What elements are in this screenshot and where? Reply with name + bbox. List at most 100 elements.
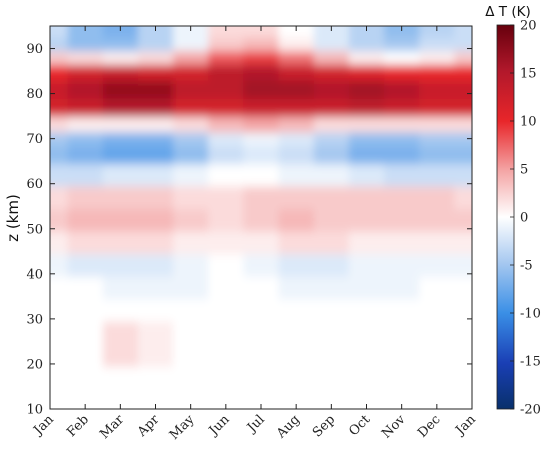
heat-cell [50,116,69,133]
heat-cell [278,231,315,255]
heat-cell [313,64,350,81]
heat-cell [50,276,69,300]
colorbar-title: Δ T (K) [485,4,530,20]
heat-cell [137,186,174,210]
heat-cell [50,37,69,52]
heat-cell [454,98,472,117]
heat-cell [102,50,139,65]
heat-cell [173,98,209,117]
heat-cell [173,276,209,300]
heat-cell [208,116,245,133]
heat-cell [102,98,139,117]
heat-cell [278,145,315,164]
heat-cell [278,37,315,52]
y-tick-label: 40 [26,267,43,282]
x-tick-label: Oct [346,412,374,440]
heat-cell [173,26,209,38]
x-tick-label: Jun [205,412,233,440]
heat-cell [384,321,420,367]
heat-cell [454,64,472,81]
heat-cell [173,366,209,409]
heat-cell [348,80,385,99]
heat-cell [137,253,174,277]
heat-cell [102,276,139,300]
heat-cell [102,145,139,164]
heat-cell [313,366,350,409]
heat-cell [384,231,420,255]
y-tick-label: 10 [26,403,43,418]
heat-cell [208,276,245,300]
heat-cell [243,50,280,65]
x-tick-label: Nov [379,412,409,442]
heat-cell [243,37,280,52]
y-axis-title: z (km) [4,194,22,242]
heat-cell [278,208,315,232]
heat-cell [102,163,139,187]
heat-cell [278,80,315,99]
heat-cell [50,366,69,409]
heat-cell [419,50,456,65]
heat-cell [278,366,315,409]
heat-cell [243,253,280,277]
heat-cell [137,64,174,81]
heat-cell [137,276,174,300]
heat-cell [348,64,385,81]
heat-cell [243,366,280,409]
heat-cell [173,321,209,367]
heat-cell [208,98,245,117]
heat-cell [243,163,280,187]
heat-cell [454,50,472,65]
heat-cell [243,186,280,210]
x-tick-label: Aug [273,412,303,442]
heat-cell [419,163,456,187]
heat-cell [208,37,245,52]
heat-cell [102,253,139,277]
heat-cell [384,276,420,300]
y-axis: 10 20 30 40 50 60 70 80 90 [26,42,472,418]
heat-cell [313,298,350,322]
heat-cell [102,231,139,255]
x-tick-label: May [167,412,198,443]
heat-cell [137,80,174,99]
heat-cell [384,145,420,164]
y-tick-label: 60 [26,177,43,192]
heat-cell [348,253,385,277]
heat-cell [50,208,69,232]
heat-cell [454,321,472,367]
heat-cell [419,37,456,52]
heat-cell [313,253,350,277]
heat-cell [419,321,456,367]
heat-cell [454,208,472,232]
heat-cell [419,231,456,255]
y-tick-label: 30 [26,312,43,327]
heat-cell [419,26,456,38]
heat-cell [384,186,420,210]
heat-cell [384,98,420,117]
heat-cell [67,98,104,117]
heat-cell [102,131,139,146]
heat-cell [173,37,209,52]
heat-cell [243,208,280,232]
heat-cell [137,98,174,117]
heat-cell [348,131,385,146]
heat-cell [384,37,420,52]
heat-cell [313,163,350,187]
heat-cell [313,131,350,146]
heat-cell [313,208,350,232]
heat-cell [348,186,385,210]
heat-cell [67,276,104,300]
colorbar-tick-label: 5 [520,163,528,178]
heat-cell [348,37,385,52]
heat-cell [454,231,472,255]
x-tick-label: Sep [310,412,338,440]
heat-cell [173,186,209,210]
colorbar-tick-label: 10 [520,115,537,130]
heat-cell [208,208,245,232]
heat-cell [173,116,209,133]
heat-cell [173,298,209,322]
heat-cell [208,231,245,255]
heat-cell [419,298,456,322]
heat-cell [348,321,385,367]
heat-cell [348,231,385,255]
y-tick-label: 20 [26,357,43,372]
